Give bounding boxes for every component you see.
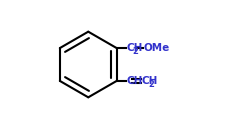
Text: OMe: OMe bbox=[143, 43, 169, 53]
Text: CH: CH bbox=[142, 76, 158, 86]
Text: CH: CH bbox=[126, 43, 143, 53]
Text: CH: CH bbox=[126, 76, 143, 86]
Text: 2: 2 bbox=[148, 80, 154, 89]
Text: 2: 2 bbox=[132, 47, 138, 56]
